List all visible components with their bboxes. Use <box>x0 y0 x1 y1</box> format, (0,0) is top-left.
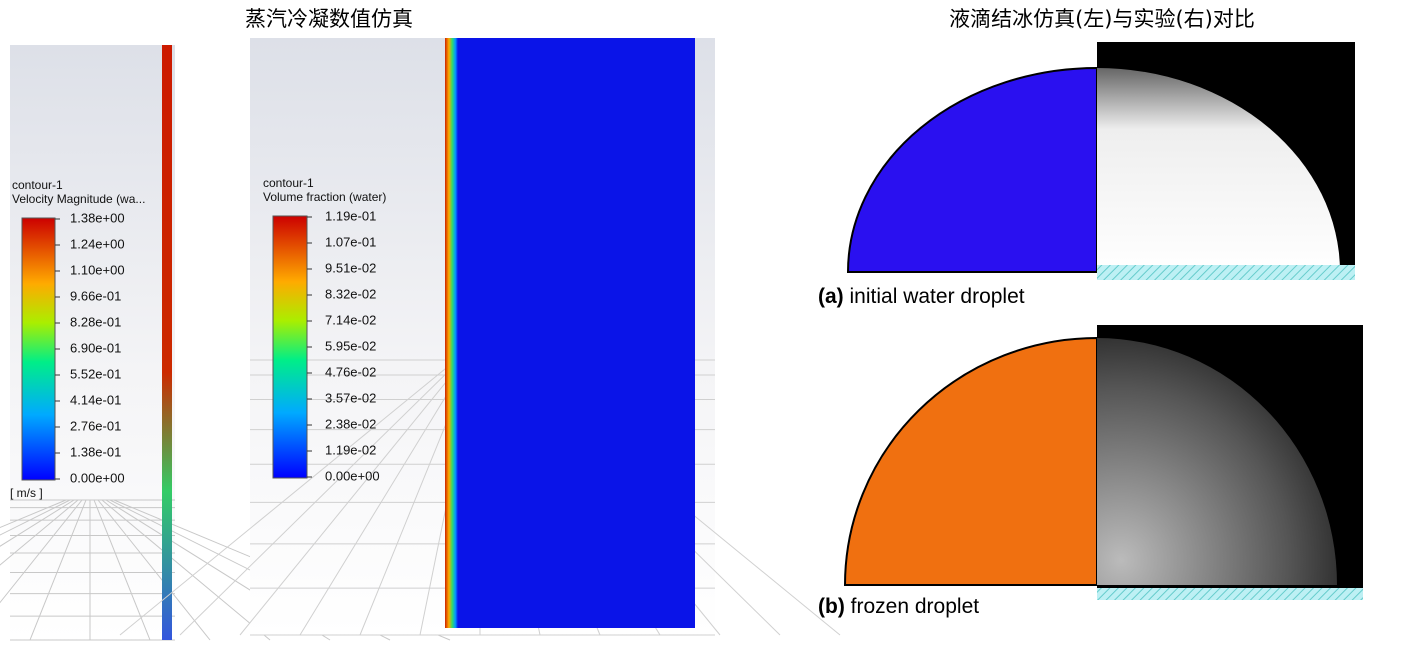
tick-label: 3.57e-02 <box>325 390 376 405</box>
tick-label: 4.14e-01 <box>70 392 121 407</box>
velocity-strip <box>162 45 172 640</box>
tick-label: 5.52e-01 <box>70 366 121 381</box>
tick-label: 7.14e-02 <box>325 312 376 327</box>
panel-title: 液滴结冰仿真(左)与实验(右)对比 <box>949 7 1255 31</box>
grid-line <box>179 359 461 636</box>
unit-label: [ m/s ] <box>10 486 43 500</box>
grid-line <box>119 359 457 636</box>
colorbar <box>21 217 56 481</box>
legend-title: contour-1 <box>263 176 314 190</box>
colorbar <box>272 215 308 479</box>
tick-label: 9.51e-02 <box>325 260 376 275</box>
caption-text: frozen droplet <box>851 595 980 618</box>
substrate <box>1097 588 1363 600</box>
grid-line <box>97 499 211 641</box>
tick-label: 8.32e-02 <box>325 286 376 301</box>
grid-line <box>0 499 83 604</box>
sim-droplet <box>843 336 1098 586</box>
tick-label: 4.76e-02 <box>325 364 376 379</box>
grid-line <box>239 359 465 636</box>
tick-label: 0.00e+00 <box>325 468 380 483</box>
tick-label: 9.66e-01 <box>70 288 121 303</box>
grid-line <box>101 499 271 641</box>
exp-droplet <box>1097 338 1337 585</box>
tick-label: 2.38e-02 <box>325 416 376 431</box>
tick-label: 1.19e-01 <box>325 208 376 223</box>
tick-label: 1.10e+00 <box>70 262 125 277</box>
interface-strip <box>445 38 458 628</box>
exp-droplet <box>1097 68 1340 272</box>
caption-tag: (a) <box>818 285 844 308</box>
grid-line <box>29 499 87 641</box>
grid-line <box>299 359 469 636</box>
tick-label: 1.38e-01 <box>70 444 121 459</box>
panel-title: 蒸汽冷凝数值仿真 <box>245 7 413 31</box>
tick-label: 1.07e-01 <box>325 234 376 249</box>
grid-line <box>0 499 67 529</box>
tick-label: 6.90e-01 <box>70 340 121 355</box>
legend-title: contour-1 <box>12 178 63 192</box>
caption-tag: (b) <box>818 595 845 618</box>
colorbar-ticks: 1.19e-01 1.07e-01 9.51e-02 8.32e-02 7.14e-02… <box>307 208 380 483</box>
tick-label: 2.76e-01 <box>70 418 121 433</box>
tick-label: 1.19e-02 <box>325 442 376 457</box>
legend-subtitle: Velocity Magnitude (wa... <box>12 192 145 206</box>
tick-label: 8.28e-01 <box>70 314 121 329</box>
grid-line <box>93 499 151 641</box>
tick-label: 1.38e+00 <box>70 210 125 225</box>
sim-droplet <box>846 66 1098 273</box>
substrate <box>1097 265 1355 280</box>
caption: (a) initial water droplet <box>818 285 1025 308</box>
grid-line <box>0 499 75 547</box>
grid-line <box>0 499 79 566</box>
colorbar-ticks: 1.38e+00 1.24e+00 1.10e+00 9.66e-01 8.28e-01… <box>55 210 125 485</box>
legend-subtitle: Volume fraction (water) <box>263 190 386 204</box>
tick-label: 1.24e+00 <box>70 236 125 251</box>
caption-text: initial water droplet <box>850 285 1025 308</box>
grid-line <box>0 499 71 536</box>
tick-label: 0.00e+00 <box>70 470 125 485</box>
vapor-region <box>458 38 695 628</box>
caption: (b) frozen droplet <box>818 595 979 618</box>
tick-label: 5.95e-02 <box>325 338 376 353</box>
